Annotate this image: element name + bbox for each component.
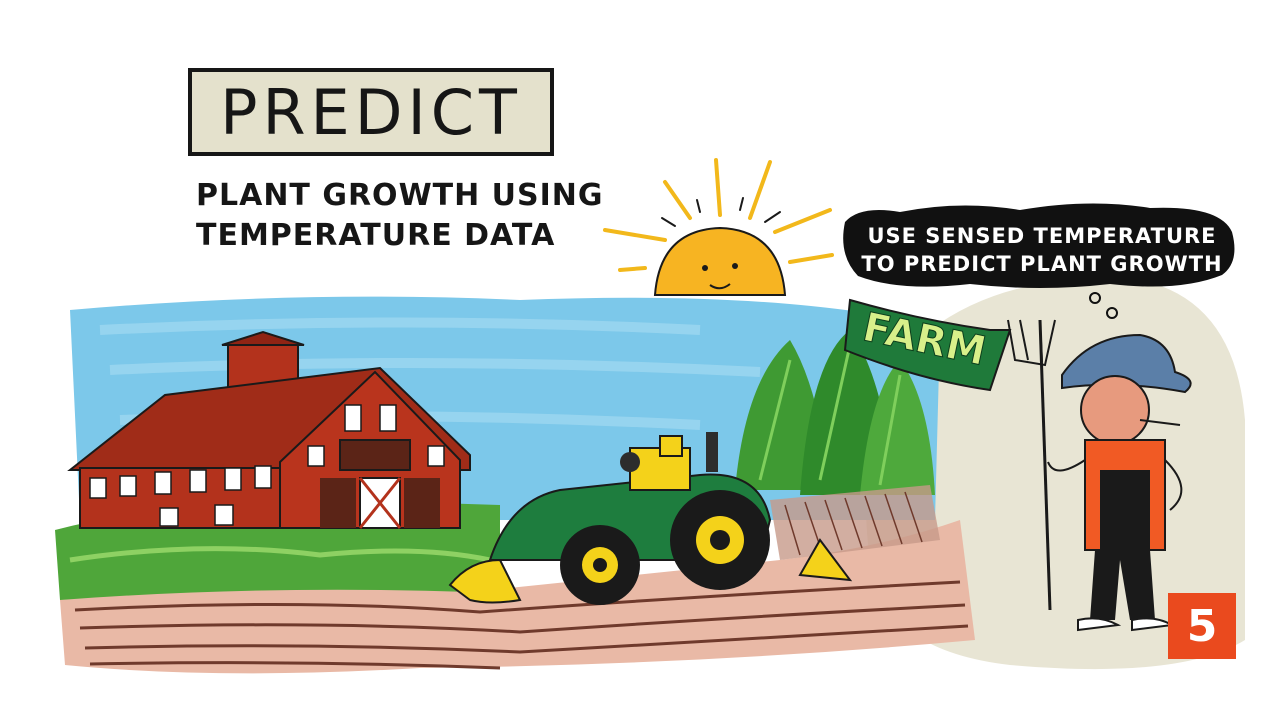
sun-icon (603, 158, 834, 296)
thought-cloud (843, 203, 1235, 288)
thought-line-1: USE SENSED TEMPERATURE (867, 224, 1217, 248)
thought-text: USE SENSED TEMPERATURE TO PREDICT PLANT … (852, 222, 1232, 278)
subtitle: PLANT GROWTH USING TEMPERATURE DATA (196, 176, 616, 256)
page-title: PREDICT (220, 75, 522, 149)
tractor (448, 432, 853, 605)
subtitle-line-1: PLANT GROWTH USING (196, 178, 604, 213)
subtitle-line-2: TEMPERATURE DATA (196, 218, 556, 253)
page-badge: 5 (1168, 593, 1236, 659)
page-number: 5 (1186, 600, 1218, 652)
barn (67, 330, 471, 529)
trees (735, 330, 935, 495)
title-box: PREDICT (188, 68, 554, 156)
thought-line-2: TO PREDICT PLANT GROWTH (861, 252, 1223, 276)
farmer (1007, 319, 1192, 632)
